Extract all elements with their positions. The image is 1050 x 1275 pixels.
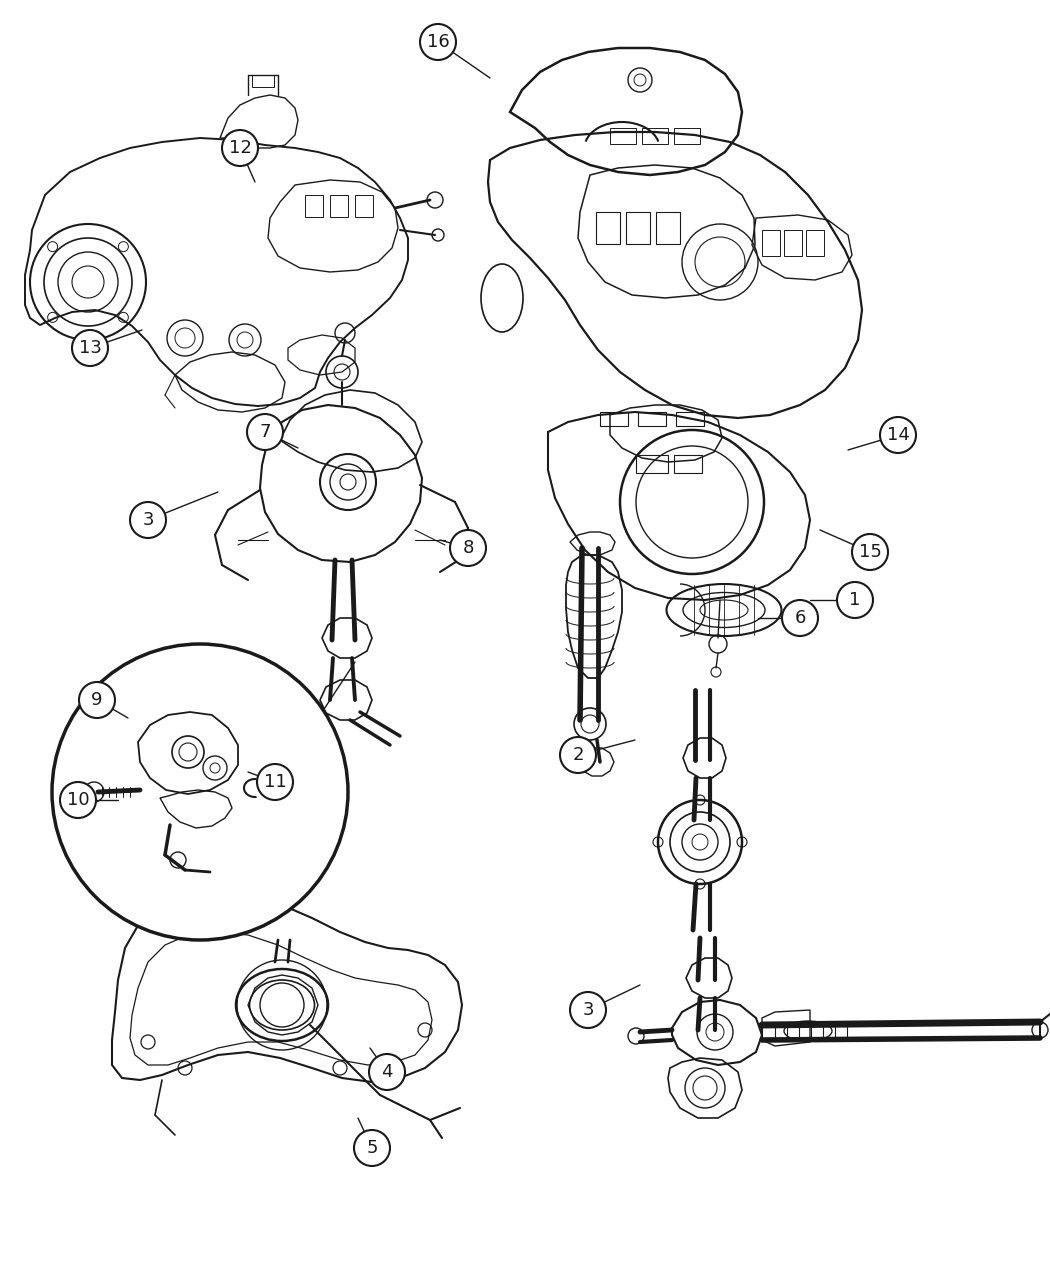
- Bar: [252, 75, 274, 87]
- Text: 14: 14: [886, 426, 909, 444]
- Circle shape: [782, 601, 818, 636]
- Text: 4: 4: [381, 1063, 393, 1081]
- Circle shape: [354, 1130, 390, 1167]
- Circle shape: [852, 534, 888, 570]
- Bar: [638, 412, 666, 426]
- Circle shape: [130, 502, 166, 538]
- Circle shape: [450, 530, 486, 566]
- Bar: [656, 212, 680, 244]
- Text: 6: 6: [794, 609, 805, 627]
- Text: 5: 5: [366, 1139, 378, 1156]
- Text: 13: 13: [79, 339, 102, 357]
- Text: 3: 3: [142, 511, 153, 529]
- Bar: [610, 128, 636, 144]
- Circle shape: [257, 764, 293, 799]
- Circle shape: [880, 417, 916, 453]
- Text: 1: 1: [849, 592, 861, 609]
- Bar: [674, 128, 700, 144]
- Circle shape: [369, 1054, 405, 1090]
- Circle shape: [222, 130, 258, 166]
- Circle shape: [72, 330, 108, 366]
- Text: 8: 8: [462, 539, 474, 557]
- Circle shape: [560, 737, 596, 773]
- Bar: [784, 230, 802, 256]
- Bar: [642, 128, 668, 144]
- Bar: [330, 195, 348, 217]
- Bar: [304, 195, 323, 217]
- Text: 2: 2: [572, 746, 584, 764]
- Bar: [600, 412, 628, 426]
- Text: 11: 11: [264, 773, 287, 790]
- Text: 16: 16: [426, 33, 449, 51]
- Bar: [355, 195, 373, 217]
- Bar: [626, 212, 650, 244]
- Circle shape: [60, 782, 96, 819]
- Circle shape: [247, 414, 284, 450]
- Bar: [636, 455, 668, 473]
- Text: 9: 9: [91, 691, 103, 709]
- Circle shape: [420, 24, 456, 60]
- Text: 10: 10: [67, 790, 89, 810]
- Bar: [762, 230, 780, 256]
- Text: 7: 7: [259, 423, 271, 441]
- Bar: [674, 455, 702, 473]
- Bar: [596, 212, 620, 244]
- Text: 15: 15: [859, 543, 881, 561]
- Text: 3: 3: [583, 1001, 593, 1019]
- Circle shape: [79, 682, 116, 718]
- Circle shape: [52, 644, 348, 940]
- Bar: [676, 412, 704, 426]
- Bar: [806, 230, 824, 256]
- Circle shape: [837, 581, 873, 618]
- Circle shape: [570, 992, 606, 1028]
- Text: 12: 12: [229, 139, 251, 157]
